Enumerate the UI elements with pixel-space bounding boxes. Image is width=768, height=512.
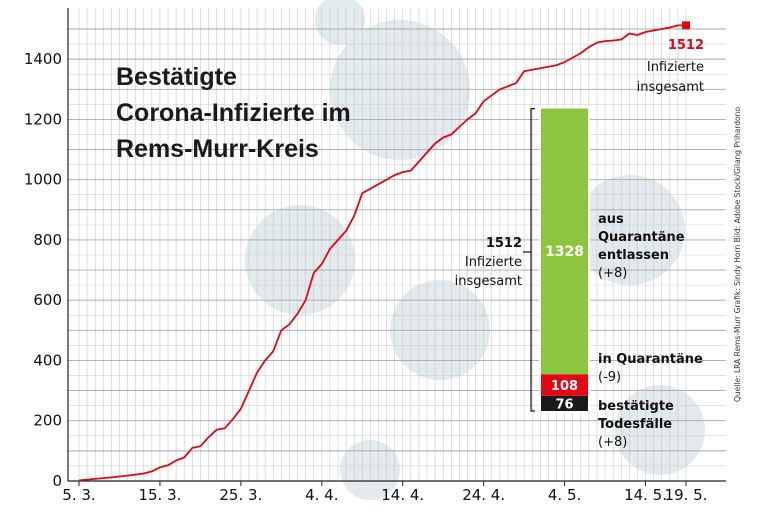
- stack-bar-bracket: [530, 108, 535, 412]
- y-tick-label: 800: [33, 231, 62, 249]
- stack-total-line2: insgesamt: [455, 274, 522, 289]
- x-tick-label: 19. 5.: [665, 486, 708, 504]
- x-tick-label: 24. 4.: [462, 486, 505, 504]
- x-tick-label: 4. 5.: [548, 486, 581, 504]
- stack-segment-annotation: (-9): [598, 370, 621, 385]
- stack-bar-label: 1328: [545, 244, 584, 260]
- y-tick-label: 400: [33, 351, 62, 369]
- end-label-line2: insgesamt: [637, 80, 704, 95]
- x-tick-label: 5. 3.: [62, 486, 95, 504]
- x-tick-labels: 5. 3. 15. 3. 25. 3. 4. 4. 14. 4. 24. 4. 4. 5. 1…: [62, 481, 707, 504]
- series-group: [78, 21, 690, 482]
- stack-segment-annotation: entlassen: [598, 248, 669, 263]
- end-label-line1: Infizierte: [647, 60, 704, 75]
- stack-bar-segment: [541, 395, 588, 411]
- x-tick-label: 14. 4.: [381, 486, 424, 504]
- x-tick-label: 25. 3.: [219, 486, 262, 504]
- axes: [67, 8, 726, 482]
- stack-segment-annotation: (+8): [598, 435, 627, 450]
- y-tick-labels: 0 200 400 600 800 1000 1200 1400: [24, 50, 62, 490]
- y-tick-label: 1400: [24, 50, 62, 68]
- y-tick-label: 600: [33, 291, 62, 309]
- x-tick-label: 14. 5.: [624, 486, 667, 504]
- stack-total-line1: Infizierte: [465, 255, 522, 270]
- y-tick-label: 1200: [24, 110, 62, 128]
- chart-title: Bestätigte Corona-Infizierte im Rems-Murr-…: [116, 63, 351, 163]
- stack-bar-label: 76: [555, 397, 573, 412]
- y-tick-label: 1000: [24, 171, 62, 189]
- series-end-marker: [682, 21, 690, 30]
- credits-text: Quelle: LRA Rems-Murr Grafik: Sindy Horn…: [733, 107, 742, 402]
- stack-bar-segment: [541, 108, 588, 375]
- end-label-value: 1512: [668, 38, 704, 53]
- y-tick-label: 0: [52, 472, 62, 490]
- stack-bar-label: 108: [551, 379, 578, 394]
- stack-segment-annotation: in Quarantäne: [598, 352, 703, 367]
- y-tick-label: 200: [33, 412, 62, 430]
- stack-segment-annotation: Quarantäne: [598, 230, 685, 245]
- stack-segment-annotation: Todesfälle: [598, 417, 672, 432]
- chart-title-line: Bestätigte: [116, 63, 237, 91]
- x-tick-label: 4. 4.: [305, 486, 338, 504]
- stack-segment-annotation: bestätigte: [598, 399, 674, 414]
- chart-title-line: Corona-Infizierte im: [116, 99, 351, 127]
- end-label: 1512 Infizierte insgesamt: [637, 38, 704, 95]
- stack-segment-annotation: aus: [598, 212, 624, 227]
- credits: Quelle: LRA Rems-Murr Grafik: Sindy Horn…: [733, 107, 742, 402]
- stack-bar: 76 108 1328 1512 Infizierte insgesamt aus Quara…: [455, 106, 703, 450]
- stack-bar-segment: [541, 374, 588, 396]
- series-line: [78, 24, 686, 482]
- chart-title-line: Rems-Murr-Kreis: [116, 135, 319, 163]
- stack-total-value: 1512: [486, 236, 522, 251]
- stack-segment-annotation: (+8): [598, 266, 627, 281]
- x-tick-label: 15. 3.: [138, 486, 181, 504]
